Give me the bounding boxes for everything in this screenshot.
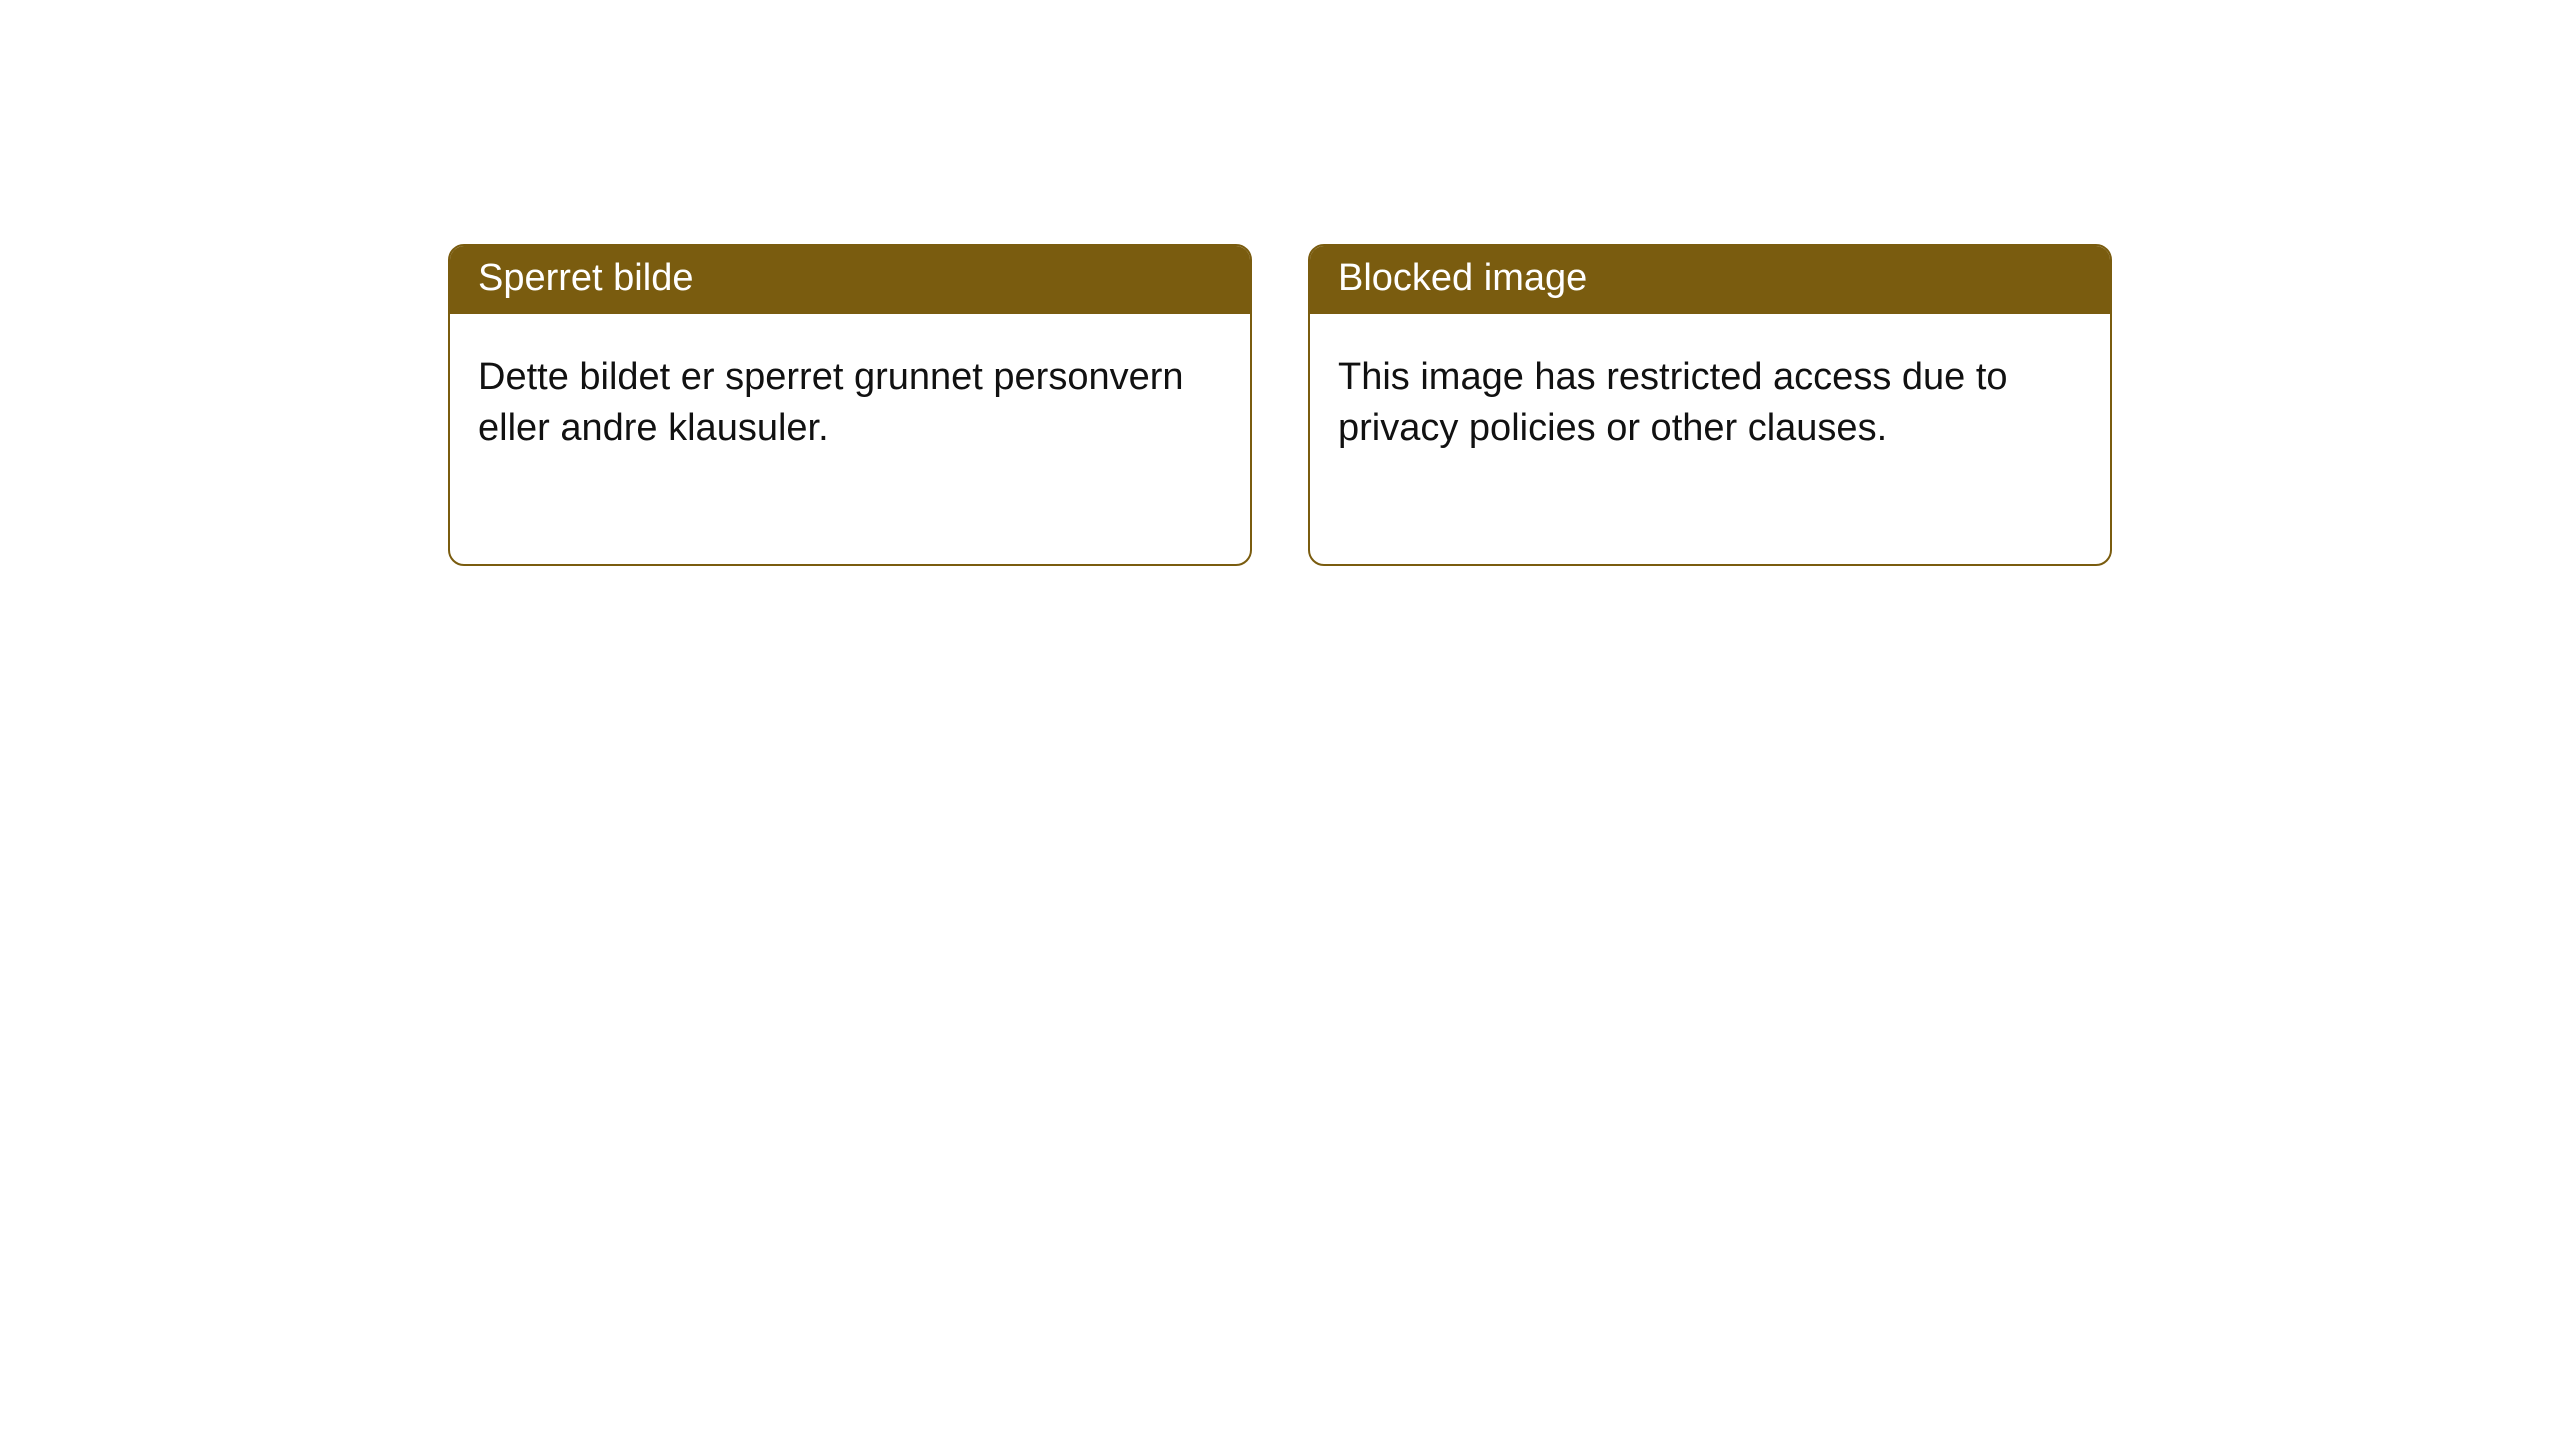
notice-body-english: This image has restricted access due to …	[1310, 314, 2110, 565]
notice-title-norwegian: Sperret bilde	[450, 246, 1250, 314]
notice-body-norwegian: Dette bildet er sperret grunnet personve…	[450, 314, 1250, 565]
notice-card-english: Blocked image This image has restricted …	[1308, 244, 2112, 566]
notice-title-english: Blocked image	[1310, 246, 2110, 314]
notice-card-norwegian: Sperret bilde Dette bildet er sperret gr…	[448, 244, 1252, 566]
notice-container: Sperret bilde Dette bildet er sperret gr…	[0, 0, 2560, 566]
